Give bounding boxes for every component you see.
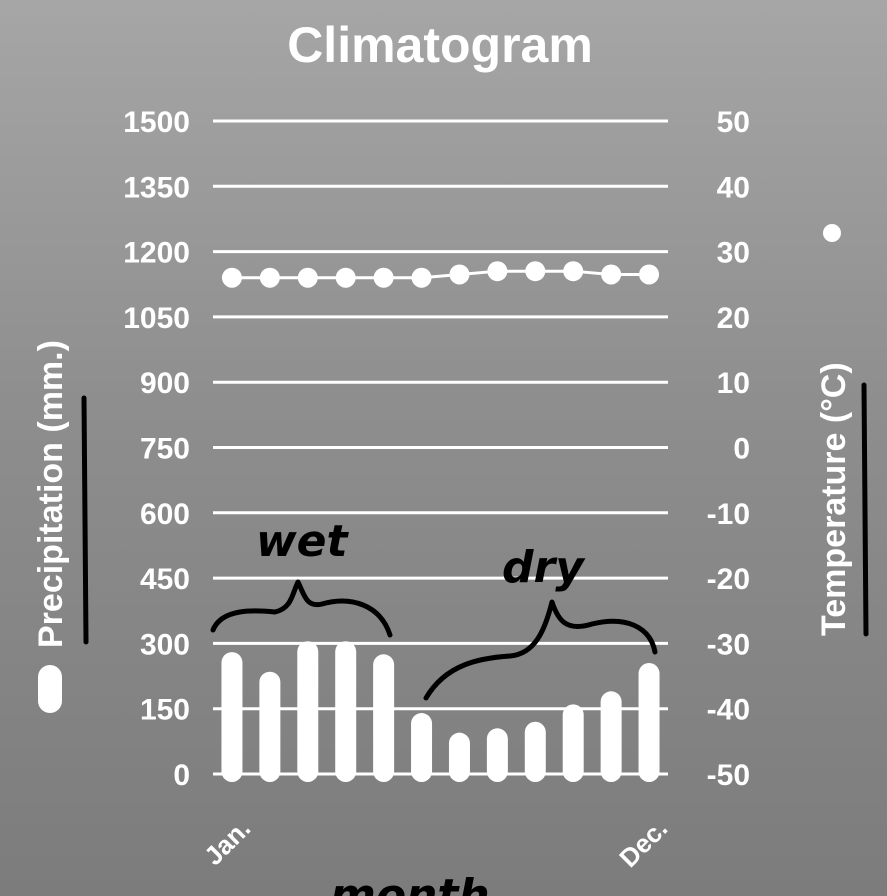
right-tick-label: -30 — [707, 628, 750, 661]
right-tick-label: -20 — [707, 563, 750, 596]
left-tick-label: 300 — [140, 628, 190, 661]
dry-annotation: dry — [502, 542, 586, 593]
left-tick-label: 750 — [140, 433, 190, 466]
right-tick-label: -10 — [707, 498, 750, 531]
temperature-point — [259, 267, 280, 288]
temperature-line — [231, 269, 650, 280]
month-annotation: month — [330, 870, 490, 896]
temperature-point — [601, 264, 622, 285]
temperature-point — [449, 264, 470, 285]
left-tick-label: 600 — [140, 498, 190, 531]
precipitation-bar — [524, 721, 546, 782]
category-labels: Jan. Dec. — [198, 813, 673, 873]
temperature-point — [411, 267, 432, 288]
right-tick-label: 20 — [717, 302, 750, 335]
wet-brace — [210, 579, 393, 638]
temperature-point — [639, 264, 660, 285]
temperature-point — [297, 267, 318, 288]
right-tick-label: -40 — [707, 694, 750, 727]
right-tick-label: 10 — [717, 367, 750, 400]
left-tick-label: 1350 — [123, 171, 190, 204]
left-axis-title: Precipitation (mm.) — [32, 340, 70, 648]
left-axis-ticks: 0 150 300 450 600 750 900 1050 1200 1350 1500 — [123, 106, 190, 792]
left-tick-label: 1050 — [123, 302, 190, 335]
left-underline-mark — [81, 395, 89, 645]
wet-annotation: wet — [256, 516, 349, 567]
temperature-point — [525, 261, 546, 282]
left-tick-label: 1500 — [123, 106, 190, 139]
temperature-point — [373, 267, 394, 288]
right-tick-label: 40 — [717, 171, 750, 204]
right-tick-label: -50 — [707, 759, 750, 792]
right-tick-label: 30 — [717, 237, 750, 270]
left-tick-label: 0 — [173, 759, 190, 792]
temperature-point — [335, 267, 356, 288]
right-tick-label: 0 — [733, 433, 750, 466]
right-tick-label: 50 — [717, 106, 750, 139]
chart-title: Climatogram — [287, 17, 593, 73]
left-tick-label: 900 — [140, 367, 190, 400]
temperature-point — [563, 261, 584, 282]
right-underline-mark — [861, 382, 869, 637]
handwritten-annotations: wet dry month — [81, 382, 869, 896]
temperature-series — [221, 261, 660, 288]
precipitation-bar — [335, 641, 357, 782]
right-axis-ticks: -50 -40 -30 -20 -10 0 10 20 30 40 50 — [707, 106, 750, 792]
category-label: Dec. — [613, 813, 673, 873]
left-axis-title-group: Precipitation (mm.) — [32, 340, 70, 713]
precipitation-bar — [297, 641, 319, 782]
precipitation-bars — [221, 641, 660, 782]
precipitation-bar — [373, 654, 395, 782]
temperature-point — [487, 261, 508, 282]
gridlines — [213, 119, 668, 776]
temperature-point — [221, 267, 242, 288]
precipitation-bar — [221, 652, 243, 782]
precipitation-bar — [411, 713, 433, 782]
precipitation-bar — [562, 704, 584, 782]
precipitation-bar — [600, 691, 622, 782]
left-tick-label: 150 — [140, 694, 190, 727]
precipitation-bar — [638, 662, 660, 782]
precipitation-bar — [259, 671, 281, 782]
precipitation-legend-marker — [38, 665, 62, 713]
precipitation-bar — [486, 728, 508, 782]
right-axis-title: Temperature (°C) — [815, 362, 853, 636]
left-tick-label: 450 — [140, 563, 190, 596]
precipitation-bar — [448, 732, 470, 782]
dry-brace — [423, 599, 658, 701]
category-label: Jan. — [198, 813, 256, 871]
temperature-legend-marker — [823, 224, 841, 242]
left-tick-label: 1200 — [123, 237, 190, 270]
right-axis-title-group: Temperature (°C) — [815, 224, 853, 636]
